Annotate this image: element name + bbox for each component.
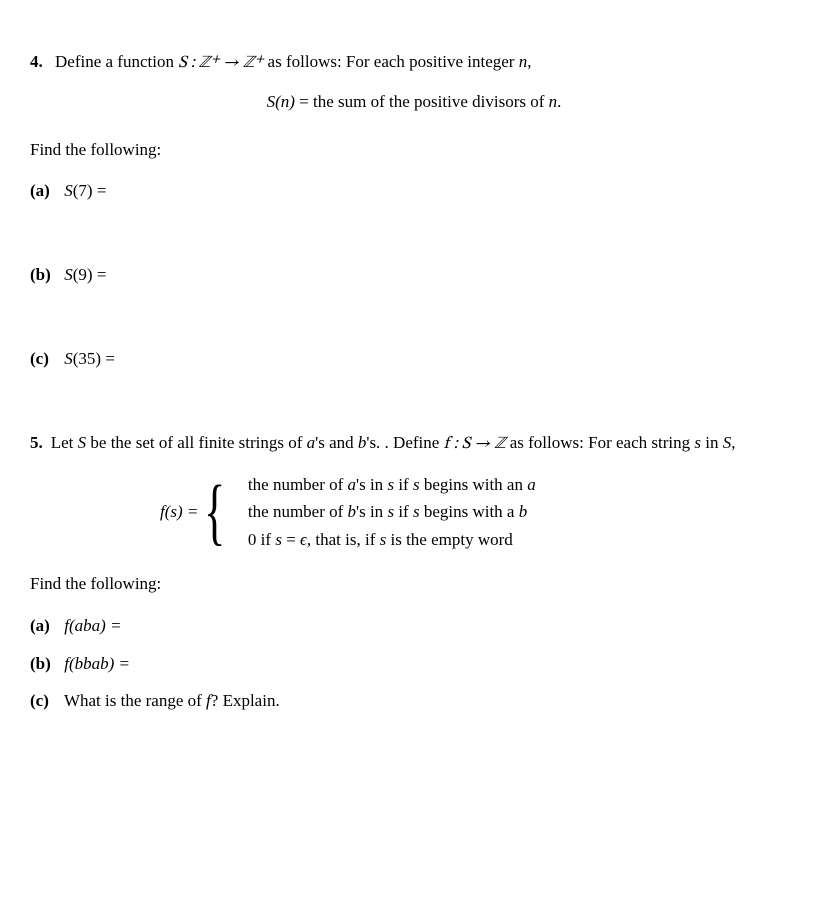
problem-5-part-a-label: (a) (30, 614, 60, 638)
problem-5-part-b-arg: (bbab) = (69, 654, 130, 673)
piecewise-lhs: f(s) = (160, 500, 198, 524)
piecewise-brace: { (204, 475, 225, 549)
problem-5-part-c-label: (c) (30, 689, 60, 713)
problem-5-part-b-label: (b) (30, 652, 60, 676)
problem-5-part-a: (a) f(aba) = (30, 614, 798, 638)
case-3: 0 if s = ϵ, that is, if s is the empty w… (248, 528, 536, 552)
p5-intro-S2: S (723, 433, 732, 452)
problem-4-part-b-arg: (9) = (73, 265, 107, 284)
problem-4-intro: 4. Define a function S : ℤ⁺ → ℤ⁺ as foll… (30, 50, 798, 76)
problem-4: 4. Define a function S : ℤ⁺ → ℤ⁺ as foll… (30, 50, 798, 371)
problem-4-eq-rhs-period: . (557, 92, 561, 111)
c1-tail: a (527, 475, 536, 494)
problem-4-part-c-fn: S (64, 349, 73, 368)
c2-tail: b (519, 502, 528, 521)
p5-intro-5: as follows: For each string (505, 433, 694, 452)
c1-letter: a (348, 475, 357, 494)
p5-intro-3: 's and (315, 433, 358, 452)
p5-intro-4: 's. . Define (366, 433, 443, 452)
problem-4-part-a-label: (a) (30, 179, 60, 203)
c3-svar: ϵ (300, 530, 307, 549)
problem-5-piecewise: f(s) = { the number of a's in s if s beg… (160, 473, 798, 552)
problem-4-comma: , (527, 52, 531, 71)
p5-intro-S: S (78, 433, 87, 452)
problem-5-part-a-arg: (aba) = (69, 616, 122, 635)
c1-pre: the number of (248, 475, 348, 494)
problem-4-intro-suffix: as follows: For each positive integer (263, 52, 518, 71)
c2-condpost: begins with a (420, 502, 519, 521)
c2-condpre: if (394, 502, 413, 521)
problem-4-part-c-label: (c) (30, 347, 60, 371)
problem-5: 5. Let S be the set of all finite strings… (30, 431, 798, 713)
p5-intro-6: in (701, 433, 723, 452)
problem-4-var-n: n (519, 52, 528, 71)
c3-mid: = (282, 530, 300, 549)
problem-4-part-c: (c) S(35) = (30, 347, 798, 371)
c1-mid: 's in (356, 475, 387, 494)
c2-pre: the number of (248, 502, 348, 521)
p5-intro-s: s (694, 433, 701, 452)
problem-4-eq-rhs-var: n (549, 92, 558, 111)
problem-5-intro: 5. Let S be the set of all finite strings… (30, 431, 798, 457)
c3-condpre: , that is, if (307, 530, 380, 549)
c3-letter: s (275, 530, 282, 549)
p5-intro-f: f : S → ℤ (444, 436, 506, 453)
c2-letter: b (348, 502, 357, 521)
problem-4-func: S : ℤ⁺ → ℤ⁺ (178, 55, 263, 72)
problem-4-eq-equals: = (295, 92, 313, 111)
p5-intro-7: , (731, 433, 735, 452)
problem-5-find: Find the following: (30, 572, 798, 596)
problem-4-intro-prefix: Define a function (55, 52, 178, 71)
problem-4-part-b: (b) S(9) = (30, 263, 798, 287)
document-page: 4. Define a function S : ℤ⁺ → ℤ⁺ as foll… (0, 0, 828, 773)
problem-4-number: 4. (30, 52, 43, 71)
c2-mid: 's in (356, 502, 387, 521)
c1-condpost: begins with an (420, 475, 528, 494)
problem-5-number: 5. (30, 433, 43, 452)
c3-condpost: is the empty word (386, 530, 513, 549)
problem-4-eq-lhs: S(n) (267, 92, 295, 111)
problem-4-eq-rhs-prefix: the sum of the positive divisors of (313, 92, 549, 111)
problem-4-part-a-fn: S (64, 181, 73, 200)
problem-4-part-a: (a) S(7) = (30, 179, 798, 203)
case-2: the number of b's in s if s begins with … (248, 500, 536, 524)
p5-intro-a: a (307, 433, 316, 452)
problem-4-part-b-fn: S (64, 265, 73, 284)
p5-intro-1: Let (51, 433, 78, 452)
c3-pre: 0 if (248, 530, 275, 549)
problem-4-part-a-arg: (7) = (73, 181, 107, 200)
c2-svar2: s (413, 502, 420, 521)
p5-intro-2: be the set of all finite strings of (86, 433, 306, 452)
problem-5-part-c-textpost: ? Explain. (211, 691, 280, 710)
piecewise-cases: the number of a's in s if s begins with … (248, 473, 536, 552)
problem-5-part-b: (b) f(bbab) = (30, 652, 798, 676)
problem-4-equation: S(n) = the sum of the positive divisors … (30, 90, 798, 114)
c1-condpre: if (394, 475, 413, 494)
c1-svar2: s (413, 475, 420, 494)
problem-5-part-c: (c) What is the range of f? Explain. (30, 689, 798, 713)
case-1: the number of a's in s if s begins with … (248, 473, 536, 497)
problem-4-part-c-arg: (35) = (73, 349, 115, 368)
problem-4-part-b-label: (b) (30, 263, 60, 287)
problem-4-find: Find the following: (30, 138, 798, 162)
problem-5-part-c-textpre: What is the range of (64, 691, 206, 710)
